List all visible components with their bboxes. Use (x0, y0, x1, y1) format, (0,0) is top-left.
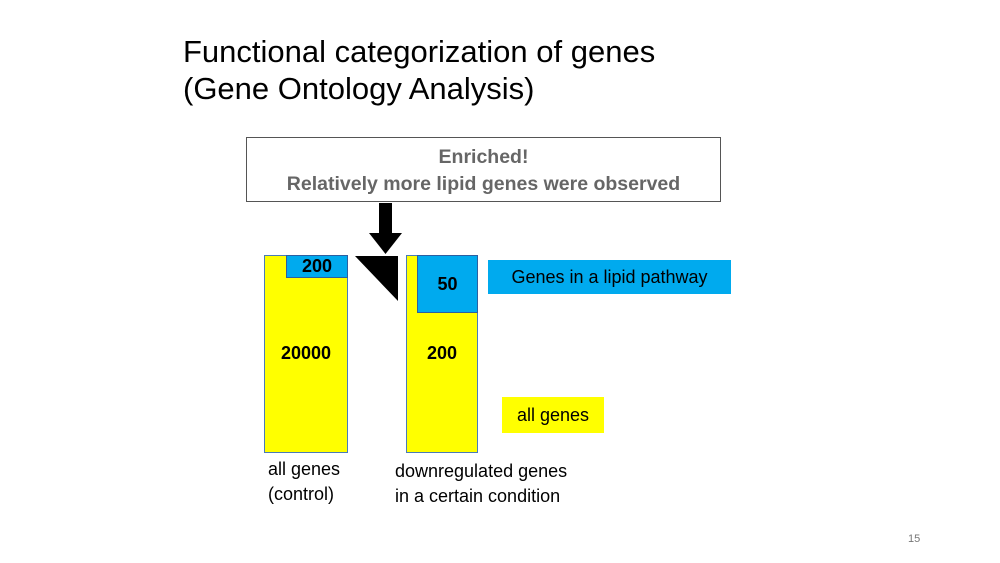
caption-downregulated: downregulated genes in a certain conditi… (395, 459, 567, 509)
legend-all-label: all genes (516, 404, 590, 425)
page-number: 15 (908, 533, 921, 545)
callout-line1: Enriched! (438, 146, 529, 168)
caption-control-line1: all genes (268, 459, 341, 479)
bar-downregulated-total-value: 200 (426, 343, 458, 363)
legend-all-genes: all genes (502, 397, 604, 433)
bar-control-total-value: 20000 (280, 343, 332, 363)
slide-title: Functional categorization of genes (Gene… (183, 33, 655, 107)
pointer-triangle-icon (355, 256, 398, 301)
bar-downregulated-lipid-value: 50 (437, 273, 458, 294)
caption-downregulated-line1: downregulated genes (395, 461, 568, 481)
slide-title-line1: Functional categorization of genes (183, 34, 656, 69)
caption-control: all genes (control) (268, 457, 340, 507)
bar-control-lipid-genes: 200 (286, 255, 348, 278)
caption-downregulated-line2: in a certain condition (395, 486, 561, 506)
slide-title-line2: (Gene Ontology Analysis) (183, 71, 535, 106)
down-arrow-icon (369, 203, 402, 254)
enrichment-callout: Enriched! Relatively more lipid genes we… (246, 137, 721, 202)
bar-downregulated-lipid-genes: 50 (417, 255, 478, 313)
legend-lipid-label: Genes in a lipid pathway (511, 266, 708, 287)
bar-control-lipid-value: 200 (301, 256, 333, 276)
bar-control-all-genes (264, 255, 348, 453)
caption-control-line2: (control) (268, 484, 335, 504)
legend-lipid-genes: Genes in a lipid pathway (488, 260, 731, 294)
callout-line2: Relatively more lipid genes were observe… (286, 173, 681, 195)
